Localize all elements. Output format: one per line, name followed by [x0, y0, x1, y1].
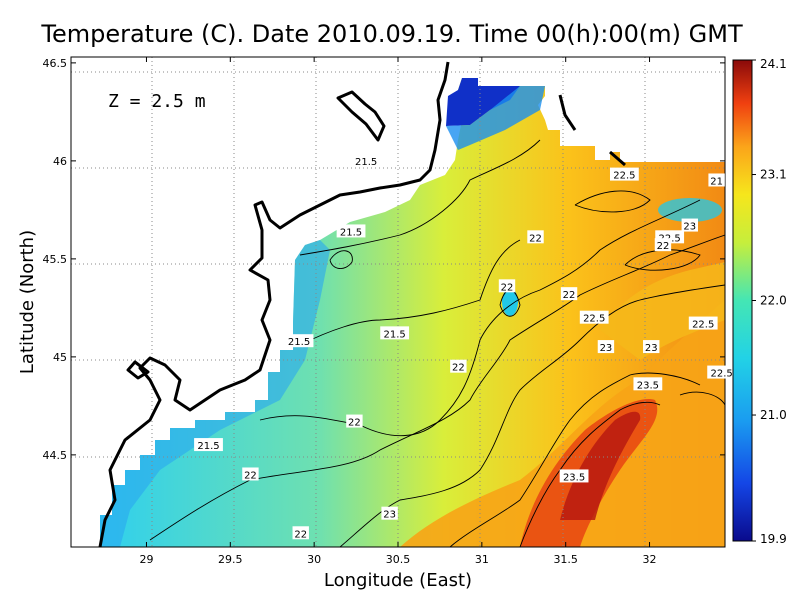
colorbar-tick-label: 19.9: [760, 532, 787, 546]
cold-north-halo: [446, 86, 545, 150]
contour-label-box: [559, 469, 589, 483]
contour-label: 23: [383, 510, 396, 521]
colorbar-tick-label: 21.0: [760, 408, 787, 422]
contour-label: 21.5: [340, 227, 362, 238]
contour-label-box: [597, 340, 615, 354]
contour-label-box: [346, 414, 363, 428]
contour-label-box: [284, 334, 314, 348]
colorbar-tick-label: 23.1: [760, 168, 787, 182]
contour-label-box: [633, 377, 663, 391]
colorbar: 24.1 23.1 22.0 21.0 19.9: [732, 57, 787, 546]
chart-title: Temperature (C). Date 2010.09.19. Time 0…: [40, 20, 743, 48]
contour-label: 22: [294, 529, 307, 540]
contour-label-box: [527, 230, 544, 244]
x-tick-label: 30.5: [386, 553, 411, 566]
map-grid: [71, 57, 725, 547]
contour-label: 21.5: [288, 337, 310, 348]
contour-label-box: [450, 359, 467, 373]
contour-label-box: [498, 279, 516, 293]
contour-label-box: [707, 365, 737, 379]
contour-label-box: [681, 218, 698, 232]
contour-label: 22: [563, 290, 576, 301]
colorbar-tick-label: 22.0: [760, 294, 787, 308]
y-tick-label: 44.5: [43, 449, 68, 462]
contour-label-box: [292, 526, 309, 540]
contour-label-box: [194, 438, 223, 452]
contour-label: 22.5: [711, 369, 733, 380]
contour-label: 21.5: [197, 441, 219, 452]
y-tick-label: 46.5: [43, 57, 68, 70]
contour-label-layer: 21.5 21.5 21.5 21.5 21.5 21 22 22 22 22 22 22 22 22.5…: [194, 153, 737, 540]
warm-core-patch: [400, 300, 725, 547]
contour-label-box: [654, 238, 672, 252]
coastline: [98, 61, 626, 547]
y-tick-label: 46: [53, 155, 67, 168]
contour-label-box: [242, 467, 259, 481]
colorbar-ramp: [732, 59, 753, 542]
contour-label: 23: [683, 222, 696, 233]
contour-label: 22: [529, 233, 542, 244]
contour-label: 22.5: [583, 314, 605, 325]
contour-label-box: [688, 316, 718, 330]
contour-label: 21.5: [384, 329, 406, 340]
contour-label-box: [381, 506, 398, 520]
contour-label: 22.5: [613, 171, 635, 182]
contour-label: 22: [501, 282, 514, 293]
y-tick-label: 45.5: [43, 253, 68, 266]
contour-label: 22: [452, 363, 465, 374]
y-tick-label: 45: [53, 351, 67, 364]
contour-label: 23: [600, 343, 613, 354]
contour-label-box: [609, 167, 639, 181]
east-cool-patch: [658, 198, 722, 222]
contour-label: 21.5: [355, 157, 377, 168]
y-axis-ticks: 44.5 45 45.5 46 46.5: [43, 57, 725, 462]
sea-temperature-field: [100, 78, 725, 547]
contour-label: 23.5: [637, 380, 659, 391]
x-tick-label: 29: [139, 553, 153, 566]
x-axis-label: Longitude (East): [324, 570, 472, 591]
cool-eddy: [502, 288, 518, 316]
contour-label: 23.5: [563, 472, 585, 483]
x-axis-ticks: 29 29.5 30 30.5 31 31.5 32: [139, 57, 657, 566]
plot-area: [71, 57, 725, 547]
x-tick-label: 32: [643, 553, 657, 566]
x-tick-label: 31: [475, 553, 489, 566]
contour-label: 22: [657, 241, 670, 252]
contour-label-box: [560, 287, 578, 301]
cool-coastal-band: [100, 240, 330, 547]
contour-label: 22: [244, 470, 257, 481]
depth-label: Z = 2.5 m: [108, 91, 206, 112]
contour-label: 23: [645, 343, 658, 354]
contour-label-box: [579, 310, 609, 324]
x-tick-label: 29.5: [218, 553, 243, 566]
colorbar-ticks: 24.1 23.1 22.0 21.0 19.9: [752, 57, 787, 546]
y-axis-label: Latitude (North): [17, 230, 38, 374]
x-tick-label: 31.5: [553, 553, 578, 566]
x-tick-label: 30: [307, 553, 321, 566]
contour-label-box: [351, 153, 381, 167]
contour-label: 21: [710, 176, 723, 187]
contour-label: 22: [348, 418, 361, 429]
contour-label-box: [336, 224, 366, 238]
contour-label-box: [643, 340, 660, 354]
contour-label-box: [380, 326, 410, 340]
cold-north-patch: [446, 78, 520, 126]
colorbar-tick-label: 24.1: [760, 57, 787, 71]
hottest-core-patch: [560, 411, 641, 520]
contour-label-box: [708, 173, 725, 187]
northeast-warm-patch: [600, 262, 725, 360]
contour-label: 22.5: [692, 320, 714, 331]
